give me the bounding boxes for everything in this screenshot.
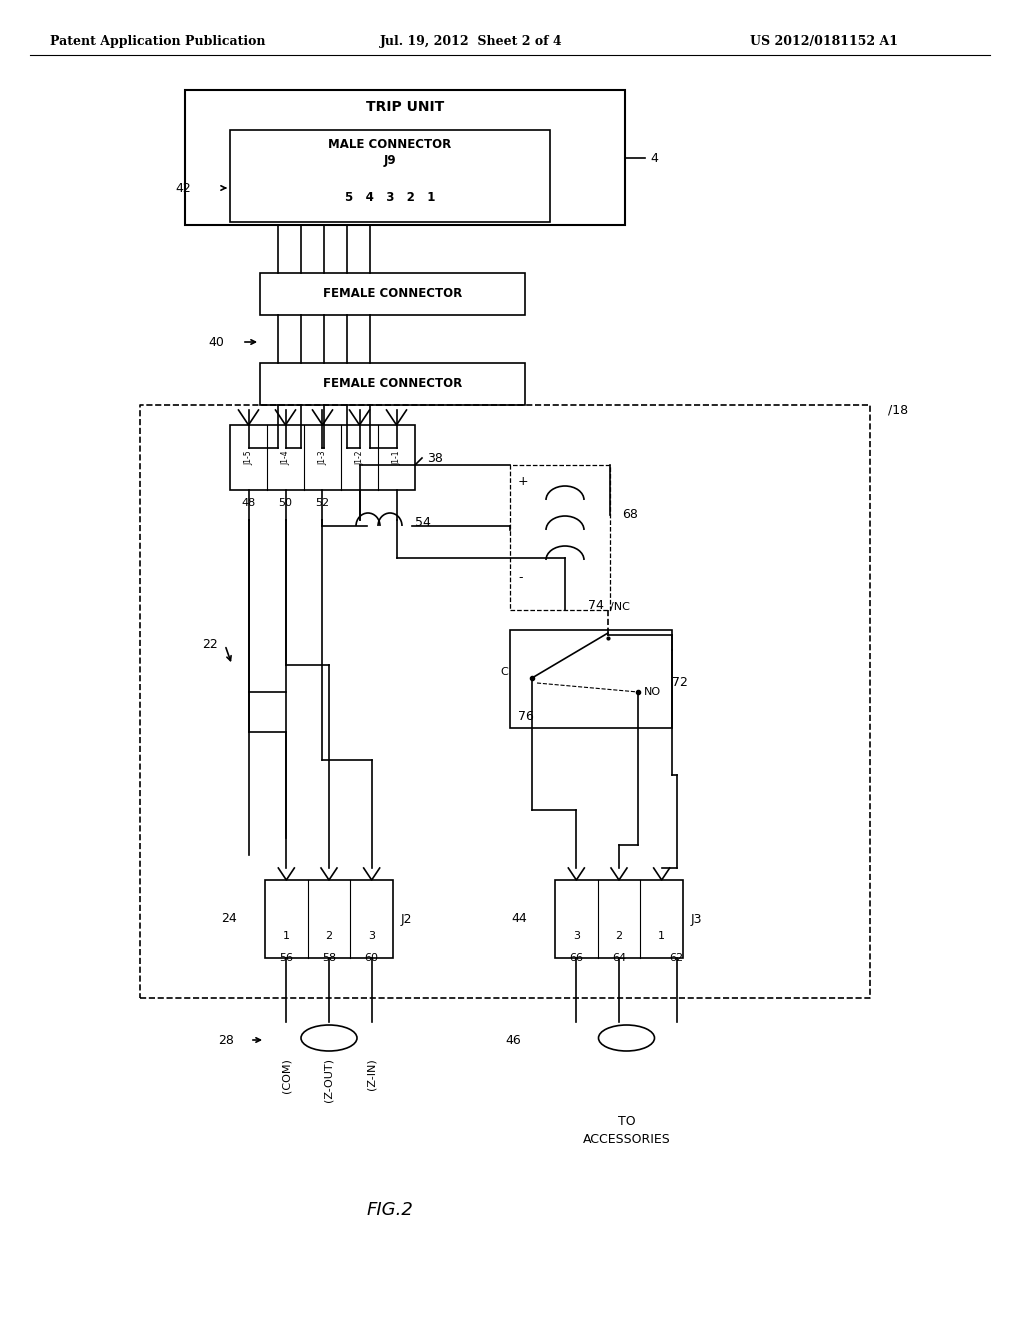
Ellipse shape xyxy=(301,1026,357,1051)
Text: 74: 74 xyxy=(588,599,604,612)
Text: 4: 4 xyxy=(650,152,657,165)
Text: 66: 66 xyxy=(569,953,584,964)
Text: NO: NO xyxy=(644,686,662,697)
Text: +: + xyxy=(518,475,528,488)
Ellipse shape xyxy=(598,1026,654,1051)
Text: 64: 64 xyxy=(612,953,626,964)
Text: 44: 44 xyxy=(511,912,526,925)
Text: Jul. 19, 2012  Sheet 2 of 4: Jul. 19, 2012 Sheet 2 of 4 xyxy=(380,36,562,48)
Text: J1-1: J1-1 xyxy=(392,450,401,465)
Text: (Z-OUT): (Z-OUT) xyxy=(324,1059,334,1102)
Text: 76: 76 xyxy=(518,710,534,723)
Text: Patent Application Publication: Patent Application Publication xyxy=(50,36,265,48)
Text: 22: 22 xyxy=(202,639,218,652)
Text: 62: 62 xyxy=(670,953,684,964)
Text: J1-5: J1-5 xyxy=(244,450,253,465)
Text: 68: 68 xyxy=(622,508,638,521)
Text: FEMALE CONNECTOR: FEMALE CONNECTOR xyxy=(323,378,462,391)
Text: 52: 52 xyxy=(315,498,330,508)
Text: J3: J3 xyxy=(691,912,702,925)
Text: 2: 2 xyxy=(326,931,333,941)
Text: 28: 28 xyxy=(218,1034,233,1047)
Text: 56: 56 xyxy=(280,953,293,964)
Text: FIG.2: FIG.2 xyxy=(367,1201,414,1218)
Bar xyxy=(185,90,625,224)
Text: /NC: /NC xyxy=(610,602,630,612)
Bar xyxy=(555,880,683,958)
Text: 58: 58 xyxy=(322,953,336,964)
Text: 40: 40 xyxy=(208,335,224,348)
Text: 1: 1 xyxy=(283,931,290,941)
Text: C: C xyxy=(500,667,508,677)
Text: 60: 60 xyxy=(365,953,379,964)
Bar xyxy=(260,363,525,405)
Text: 54: 54 xyxy=(415,516,431,528)
Text: US 2012/0181152 A1: US 2012/0181152 A1 xyxy=(750,36,898,48)
Text: 46: 46 xyxy=(505,1034,521,1047)
Text: 42: 42 xyxy=(175,181,190,194)
Text: TO
ACCESSORIES: TO ACCESSORIES xyxy=(583,1115,671,1146)
Text: FEMALE CONNECTOR: FEMALE CONNECTOR xyxy=(323,288,462,301)
Text: 50: 50 xyxy=(279,498,293,508)
Text: 3: 3 xyxy=(369,931,375,941)
Text: (COM): (COM) xyxy=(282,1059,292,1093)
Text: J1-3: J1-3 xyxy=(318,450,327,465)
Text: 38: 38 xyxy=(427,451,442,465)
Text: J2: J2 xyxy=(401,912,413,925)
Text: (Z-IN): (Z-IN) xyxy=(367,1059,377,1090)
Text: 3: 3 xyxy=(572,931,580,941)
Text: /18: /18 xyxy=(888,404,908,417)
Text: 2: 2 xyxy=(615,931,623,941)
Text: -: - xyxy=(518,572,522,585)
Text: 48: 48 xyxy=(242,498,256,508)
Bar xyxy=(265,880,393,958)
Text: 24: 24 xyxy=(221,912,237,925)
Text: J1-2: J1-2 xyxy=(355,450,364,465)
Bar xyxy=(260,273,525,315)
Text: MALE CONNECTOR
J9: MALE CONNECTOR J9 xyxy=(329,139,452,168)
Bar xyxy=(230,129,550,222)
Text: J1-4: J1-4 xyxy=(281,450,290,465)
Bar xyxy=(230,425,415,490)
Text: 5   4   3   2   1: 5 4 3 2 1 xyxy=(345,191,435,205)
Text: 1: 1 xyxy=(658,931,666,941)
Text: TRIP UNIT: TRIP UNIT xyxy=(366,100,444,114)
Text: 72: 72 xyxy=(672,676,688,689)
Bar xyxy=(510,630,672,729)
